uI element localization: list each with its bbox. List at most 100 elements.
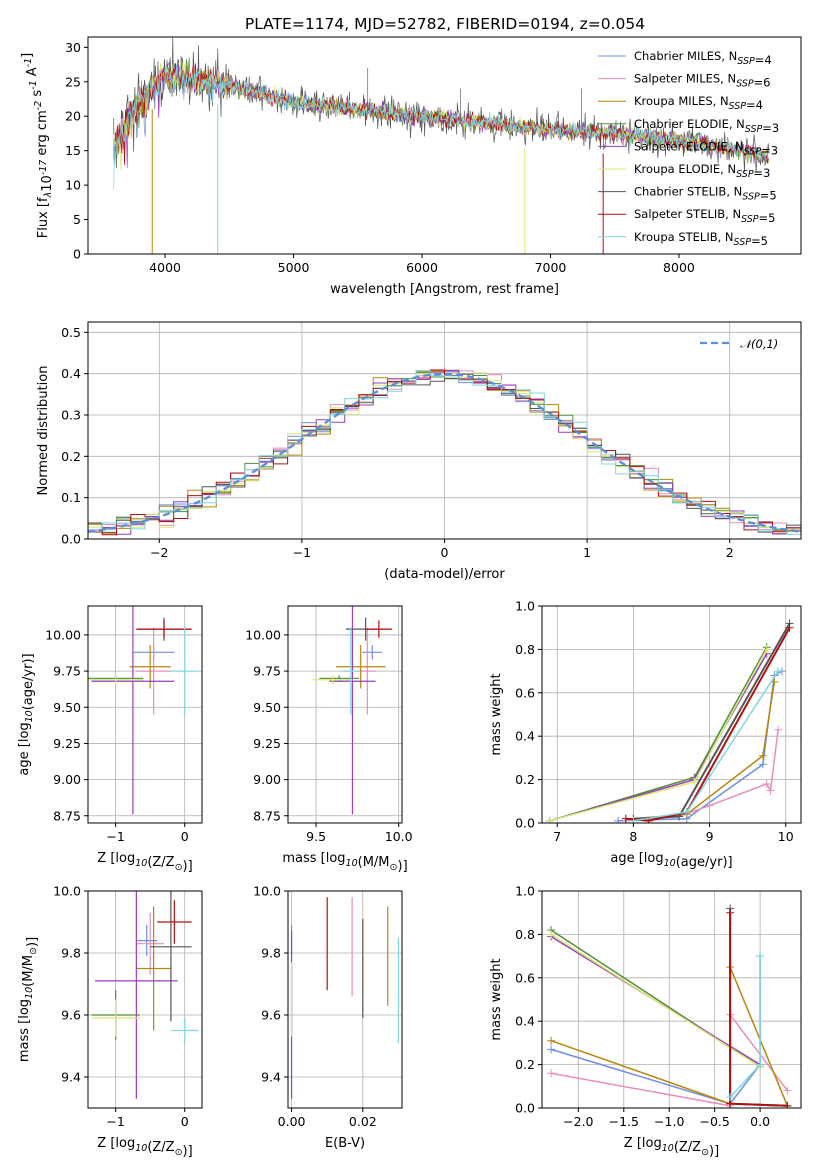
legend-entry: Salpeter STELIB, NSSP=5 xyxy=(634,207,775,225)
spectrum-line-kroupa-stelib xyxy=(113,64,769,190)
axes-frame xyxy=(87,321,802,540)
legend-entry: Chabrier ELODIE, NSSP=3 xyxy=(634,117,779,135)
figure-title: PLATE=1174, MJD=52782, FIBERID=0194, z=0… xyxy=(245,15,645,33)
legend-entry: Kroupa STELIB, NSSP=5 xyxy=(634,230,768,248)
x-axis-label: (data-model)/error xyxy=(384,567,505,582)
plot-area-massweight_vs_age xyxy=(542,606,801,823)
series-marker xyxy=(756,952,765,961)
y-tick-label: 25 xyxy=(65,74,81,89)
y-tick-label: 0 xyxy=(73,247,81,262)
y-tick-label: 0.5 xyxy=(61,325,81,340)
errorbar-point xyxy=(359,627,376,715)
y-tick-label: 9.25 xyxy=(53,736,81,751)
legend-entry: Salpeter MILES, NSSP=6 xyxy=(634,72,771,90)
legend-entry: Chabrier MILES, NSSP=4 xyxy=(634,49,772,67)
y-tick-label: 10 xyxy=(65,178,81,193)
series-marker xyxy=(756,1060,765,1069)
x-tick-label: 0 xyxy=(181,829,189,844)
x-tick-label: 7000 xyxy=(535,260,567,275)
x-tick-label: 6000 xyxy=(406,260,438,275)
x-axis-label: Z [log10(Z/Z⊙)] xyxy=(624,1136,719,1159)
x-tick-label: 9.5 xyxy=(306,829,326,844)
series-marker xyxy=(726,908,735,917)
series-marker xyxy=(690,777,699,786)
series-marker xyxy=(783,1086,792,1095)
y-tick-label: 8.75 xyxy=(253,808,281,823)
series-marker xyxy=(621,814,630,823)
errorbar-point xyxy=(136,906,171,1031)
x-tick-label: −1 xyxy=(293,545,311,560)
series-marker xyxy=(774,725,783,734)
legend: 𝒩(0,1) xyxy=(700,337,778,351)
x-tick-label: 7 xyxy=(553,829,561,844)
y-tick-label: 10.0 xyxy=(53,884,81,899)
y-tick-label: 9.00 xyxy=(53,772,81,787)
axes-frame xyxy=(541,890,802,1109)
y-tick-label: 0.6 xyxy=(515,685,535,700)
errorbar-point xyxy=(329,606,376,815)
y-tick-label: 5 xyxy=(73,212,81,227)
y-tick-label: 9.4 xyxy=(261,1070,281,1085)
errorbar-point xyxy=(88,675,144,685)
y-tick-label: 0.4 xyxy=(61,366,81,381)
y-tick-label: 10.0 xyxy=(253,884,281,899)
y-tick-label: 15 xyxy=(65,143,81,158)
series-marker xyxy=(783,1101,792,1108)
plot-area-age_vs_mass xyxy=(288,606,402,823)
series-marker xyxy=(758,760,767,769)
legend-entry: Salpeter ELODIE, NSSP=3 xyxy=(634,139,778,157)
y-tick-label: 0.0 xyxy=(61,532,81,547)
x-tick-label: −1.0 xyxy=(654,1114,684,1129)
series-marker xyxy=(545,816,554,823)
y-tick-label: 1.0 xyxy=(515,884,535,899)
series-line-kroupa-elodie xyxy=(550,933,761,1068)
legend: Chabrier MILES, NSSP=4 Salpeter MILES, NS… xyxy=(598,49,779,248)
plot-area-residuals xyxy=(88,322,801,539)
x-axis-label: mass [log10(M/M⊙)] xyxy=(282,851,407,874)
y-axis-label: mass [log10(M/M⊙)] xyxy=(17,937,40,1062)
series-marker xyxy=(547,1036,556,1045)
axes-frame xyxy=(87,605,203,824)
errorbar-point xyxy=(94,891,178,1099)
panel-age_vs_mass: 9.5 10.0 8.75 9.00 9.25 9.50 9.75 10.00 mass [lo… xyxy=(245,605,413,874)
panel-massweight_vs_age: 7 8 9 10 0.0 0.2 0.4 0.6 0.8 1.0 age [log10(age/yr… xyxy=(489,599,802,870)
y-tick-label: 9.25 xyxy=(253,736,281,751)
y-tick-label: 0.1 xyxy=(61,490,81,505)
plot-area-mass_vs_EBV xyxy=(288,891,402,1108)
legend-entry: Kroupa ELODIE, NSSP=3 xyxy=(634,162,771,180)
panel-mass_vs_Z: −1 0 9.4 9.6 9.8 10.0 Z [log10(Z/Z⊙)] mass [log… xyxy=(17,884,203,1159)
x-tick-label: 4000 xyxy=(149,260,181,275)
y-tick-label: 9.50 xyxy=(53,700,81,715)
y-tick-label: 8.75 xyxy=(53,808,81,823)
histogram-kroupa-stelib xyxy=(88,370,801,535)
x-tick-label: 9 xyxy=(706,829,714,844)
y-axis-label: Flux [fλ10-17 erg cm-2 s-1 A-1] xyxy=(20,53,55,238)
axes-frame xyxy=(287,890,403,1109)
y-tick-label: 0.0 xyxy=(515,816,535,831)
axes-frame xyxy=(87,890,203,1109)
x-tick-label: 10 xyxy=(778,829,794,844)
axes-frame xyxy=(541,605,802,824)
legend-entry: 𝒩(0,1) xyxy=(740,337,778,351)
x-tick-label: −1.5 xyxy=(609,1114,639,1129)
panel-age_vs_Z: −1 0 8.75 9.00 9.25 9.50 9.75 10.00 Z [log10(Z/Z… xyxy=(17,605,203,874)
errorbar-point xyxy=(157,900,192,944)
legend-entry: Chabrier STELIB, NSSP=5 xyxy=(634,185,777,203)
x-axis-label: age [log10(age/yr)] xyxy=(610,851,732,870)
normal-reference-curve xyxy=(88,372,801,533)
x-tick-label: −2.0 xyxy=(563,1114,593,1129)
series-marker xyxy=(682,808,691,817)
errorbar-point xyxy=(342,627,360,715)
y-axis-label: Normed distribution xyxy=(36,366,51,496)
x-axis-label: wavelength [Angstrom, rest frame] xyxy=(330,282,559,297)
axes-frame xyxy=(87,36,802,255)
series-marker xyxy=(758,751,767,760)
y-tick-label: 9.6 xyxy=(61,1008,81,1023)
series-marker xyxy=(547,1069,556,1078)
x-tick-label: −0.5 xyxy=(699,1114,729,1129)
plot-area-spectrum xyxy=(113,37,770,254)
series-marker xyxy=(785,623,794,632)
errorbar-point xyxy=(91,606,175,815)
histogram-salpeter-stelib xyxy=(88,369,801,536)
